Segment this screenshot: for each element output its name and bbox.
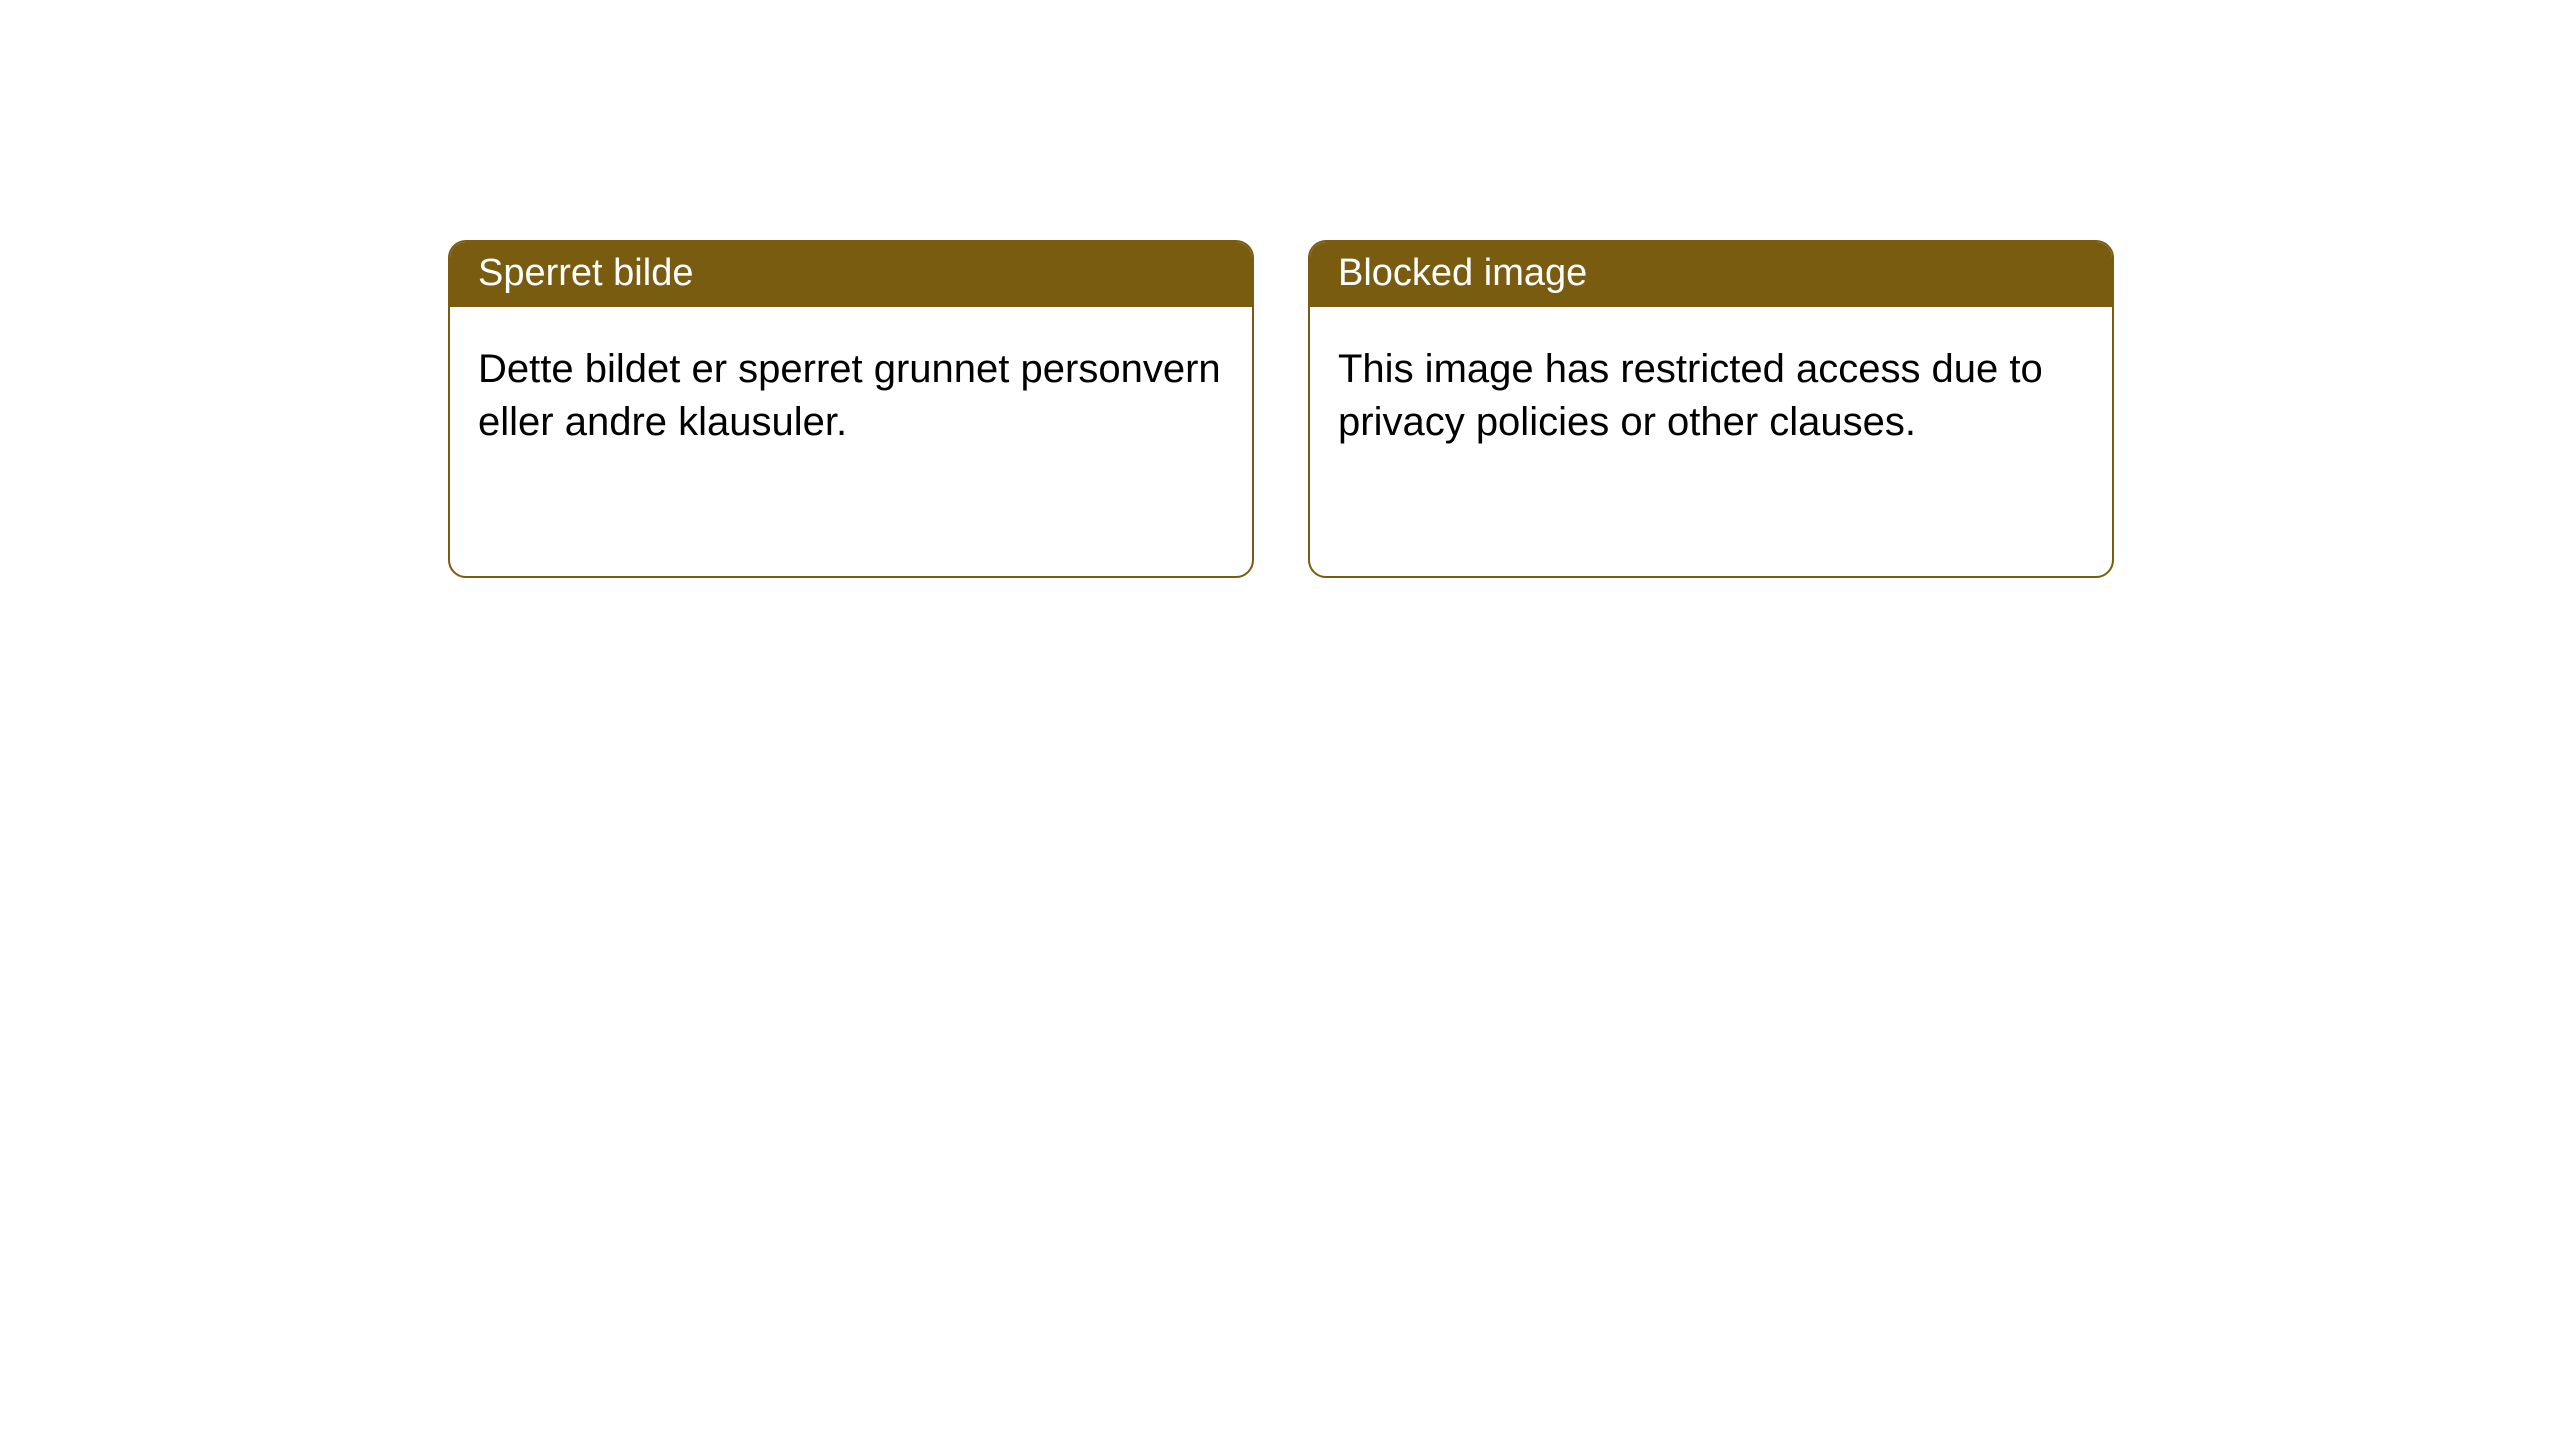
notice-header: Blocked image: [1310, 242, 2112, 307]
notice-box-english: Blocked image This image has restricted …: [1308, 240, 2114, 578]
notice-body: This image has restricted access due to …: [1310, 307, 2112, 485]
notice-body: Dette bildet er sperret grunnet personve…: [450, 307, 1252, 485]
notice-header: Sperret bilde: [450, 242, 1252, 307]
notice-box-norwegian: Sperret bilde Dette bildet er sperret gr…: [448, 240, 1254, 578]
notice-container: Sperret bilde Dette bildet er sperret gr…: [0, 0, 2560, 578]
